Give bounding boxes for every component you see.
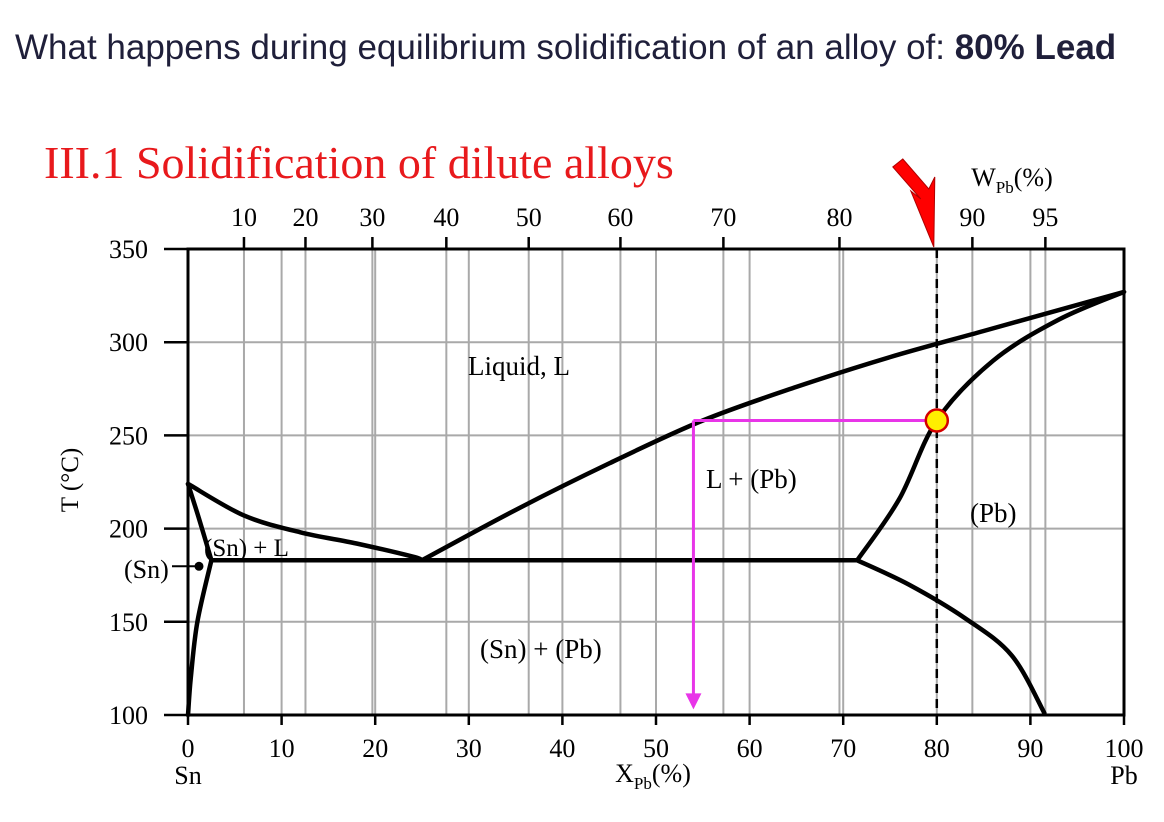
x-bottom-tick-label-40: 40 (549, 734, 575, 763)
x-bottom-tick-label-90: 90 (1017, 734, 1043, 763)
sn-phase-axis-label: (Sn) (124, 555, 169, 584)
x-bottom-tick-label-80: 80 (924, 734, 950, 763)
region-sn-l-label: (Sn) + L (204, 535, 289, 562)
pb-solvus-curve (854, 558, 1047, 716)
sn-solidus-curve (185, 481, 214, 563)
x-top-tick-label-20: 20 (292, 203, 318, 232)
x-top-tick-label-30: 30 (359, 203, 385, 232)
x-bottom-tick-label-0: 0 (182, 734, 195, 763)
x-top-tick-label-60: 60 (607, 203, 633, 232)
sn-solvus-curve (185, 558, 214, 718)
x-axis-left-end-label: Sn (174, 761, 201, 790)
x-top-tick-label-90: 90 (959, 203, 985, 232)
sn-label-pointer-dot (194, 561, 204, 571)
pb-solidus-curve (854, 289, 1127, 563)
y-axis-label: T (°C) (57, 448, 84, 512)
y-tick-label-150: 150 (109, 608, 148, 637)
y-tick-label-300: 300 (109, 328, 148, 357)
region-liquid-label: Liquid, L (468, 351, 570, 381)
first-solid-marker (924, 408, 950, 433)
red-pointer-arrow-icon (892, 158, 936, 248)
x-axis-top-label: WPb(%) (971, 163, 1053, 197)
x-top-tick-label-10: 10 (231, 203, 257, 232)
y-axis-ticks: 100 150 200 250 300 350 (109, 235, 188, 730)
liquidus-left-curve (185, 481, 425, 563)
question-prefix: What happens during equilibrium solidifi… (15, 28, 945, 67)
x-top-tick-label-50: 50 (516, 203, 542, 232)
region-sn-pb-label: (Sn) + (Pb) (480, 634, 602, 664)
y-tick-label-100: 100 (109, 701, 148, 730)
x-axis-bottom-label: XPb(%) (615, 759, 691, 793)
x-bottom-tick-label-30: 30 (456, 734, 482, 763)
x-axis-bottom-ticks: 0 10 20 30 40 50 60 70 80 90 100 (182, 715, 1144, 763)
y-tick-label-200: 200 (109, 515, 148, 544)
x-bottom-tick-label-50: 50 (643, 734, 669, 763)
region-pb-label: (Pb) (970, 498, 1017, 528)
y-tick-label-350: 350 (109, 235, 148, 264)
x-top-tick-label-80: 80 (826, 203, 852, 232)
liquid-composition-arrowhead (685, 693, 702, 710)
question-emphasis: 80% Lead (954, 28, 1117, 67)
x-bottom-tick-label-10: 10 (269, 734, 295, 763)
x-bottom-tick-label-60: 60 (737, 734, 763, 763)
question-text: What happens during equilibrium solidifi… (15, 28, 1164, 72)
x-bottom-tick-label-70: 70 (830, 734, 856, 763)
liquidus-right-curve (419, 289, 1127, 563)
diagram-title: III.1 Solidification of dilute alloys (44, 137, 674, 188)
x-bottom-tick-label-100: 100 (1105, 734, 1144, 763)
x-top-tick-label-95: 95 (1032, 203, 1058, 232)
x-top-tick-label-40: 40 (433, 203, 459, 232)
grid-lines (188, 249, 1124, 715)
y-tick-label-250: 250 (109, 421, 148, 450)
phase-curves (172, 289, 1127, 718)
x-axis-top-ticks: 10 20 30 40 50 60 70 80 90 95 (231, 203, 1058, 249)
alloy-overlay (685, 158, 950, 715)
x-top-tick-label-70: 70 (710, 203, 736, 232)
x-axis-right-end-label: Pb (1110, 761, 1137, 790)
x-bottom-tick-label-20: 20 (362, 734, 388, 763)
region-l-pb-label: L + (Pb) (706, 464, 797, 494)
